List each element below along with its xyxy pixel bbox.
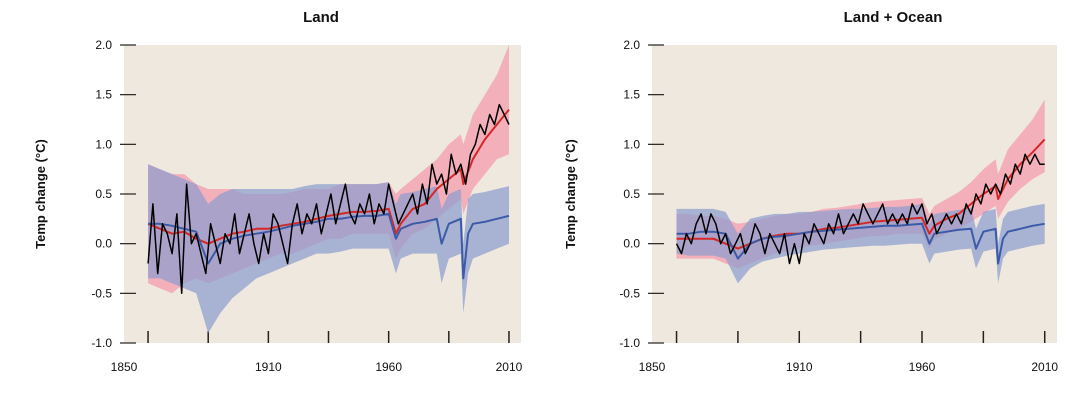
chart-1: Land Temp change (°C) 2.0 1.5 1.0 0.5 0.0 -0.5 -… [33,9,523,374]
y-axis-label: Temp change (°C) [563,139,578,249]
y-tick-label: 1.0 [95,137,112,151]
x-tick-label: 1960 [375,360,402,374]
observations-line [675,153,1045,265]
y-tick-label: 0.5 [95,187,112,201]
y-tick-label: 1.5 [623,88,640,102]
y-tick-label: -0.5 [619,286,640,300]
y-tick-label: -1.0 [619,336,640,350]
y-tick-label: 0.0 [623,237,640,251]
chart-title: Land [303,9,339,26]
natural-forcings-line [148,212,510,280]
observations-line [147,103,510,295]
y-tick-label: 1.5 [95,88,112,102]
x-tick-label: 1960 [909,360,936,374]
y-axis-label: Temp change (°C) [33,139,48,249]
y-tick-label: 0.5 [623,187,640,201]
y-tick-label: 2.0 [623,38,640,52]
chart-title: Land + Ocean [844,9,943,26]
y-tick-label: -1.0 [91,336,112,350]
x-tick-label: 2010 [1031,360,1058,374]
x-tick-label: 1910 [786,360,813,374]
all-forcings-line [676,138,1046,250]
y-tick-label: 1.0 [623,137,640,151]
y-tick-label: 2.0 [95,38,112,52]
x-tick-label: 1910 [255,360,282,374]
y-tick-label: 0.0 [95,237,112,251]
chart-2: Land + Ocean Temp change (°C) 2.0 1.5 1.0 0.5… [563,9,1058,374]
x-tick-label: 2010 [496,360,523,374]
natural-forcings-range-band [676,203,1045,284]
x-tick-label: 1850 [111,360,138,374]
natural-forcings-line [676,222,1045,265]
y-tick-label: -0.5 [91,286,112,300]
x-tick-label: 1850 [639,360,666,374]
